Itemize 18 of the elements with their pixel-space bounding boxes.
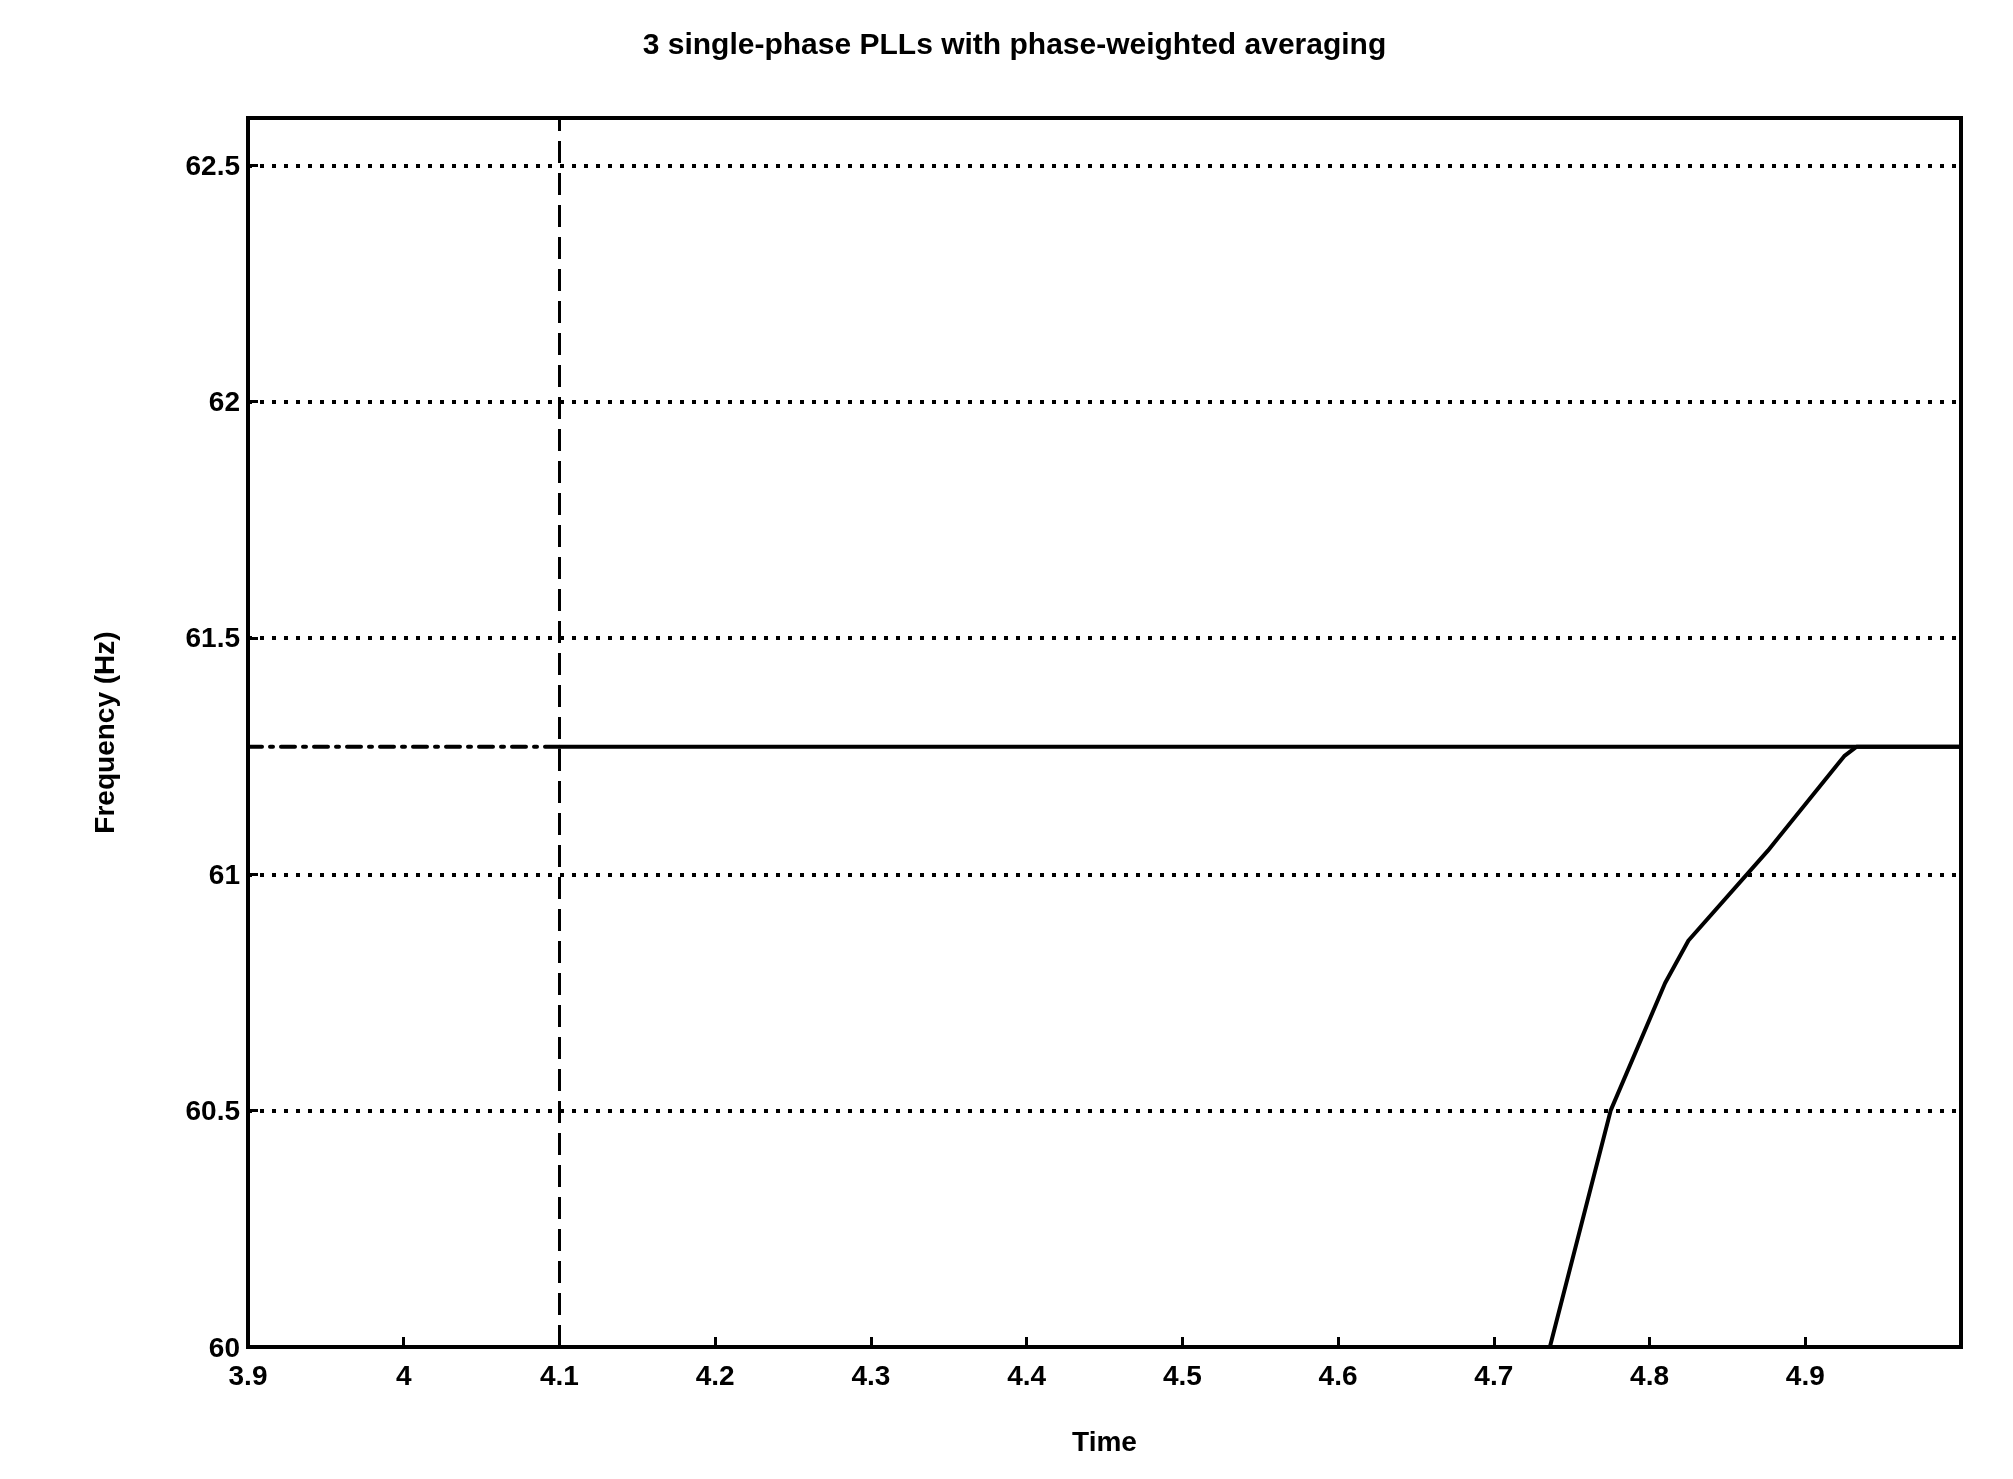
y-tick-label: 61.5: [185, 622, 240, 654]
x-tick-label: 4.6: [1318, 1359, 1358, 1391]
x-axis-title: Time: [1072, 1425, 1137, 1457]
x-tick-label: 4.1: [539, 1359, 579, 1391]
x-tick-label: 4.9: [1785, 1359, 1825, 1391]
x-tick-label: 4.4: [1007, 1359, 1047, 1391]
y-tick-label: 62: [208, 386, 240, 418]
x-tick-label: 4: [395, 1359, 412, 1391]
x-tick-label: 4.3: [851, 1359, 891, 1391]
y-tick-label: 61: [208, 858, 240, 890]
y-axis-title: Frequency (Hz): [88, 631, 120, 834]
chart-title: 3 single-phase PLLs with phase-weighted averaging: [642, 26, 1387, 60]
x-tick-label: 4.5: [1162, 1359, 1202, 1391]
y-tick-label: 60.5: [185, 1095, 240, 1127]
x-tick-label: 4.2: [695, 1359, 735, 1391]
y-tick-label: 62.5: [185, 149, 240, 181]
x-tick-label: 4.7: [1474, 1359, 1514, 1391]
x-tick-label: 4.8: [1630, 1359, 1670, 1391]
